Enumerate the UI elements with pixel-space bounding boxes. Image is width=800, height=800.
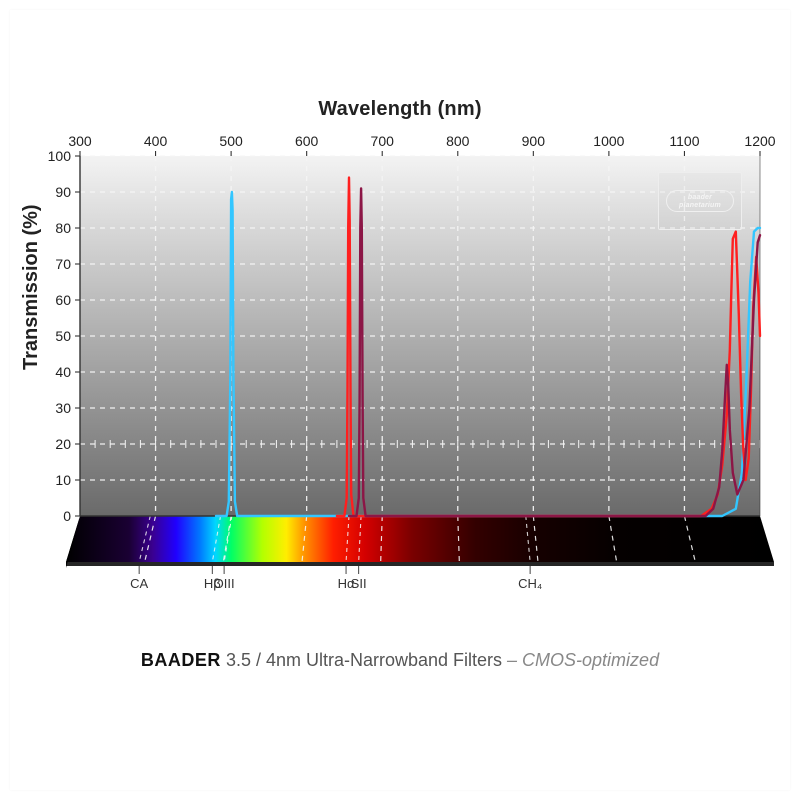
svg-text:90: 90 [55, 184, 71, 200]
svg-text:80: 80 [55, 220, 71, 236]
svg-text:30: 30 [55, 400, 71, 416]
svg-text:20: 20 [55, 436, 71, 452]
svg-text:1100: 1100 [669, 133, 699, 149]
svg-text:10: 10 [55, 472, 71, 488]
figure-caption: BAADER 3.5 / 4nm Ultra-Narrowband Filter… [10, 650, 790, 671]
caption-mid: 3.5 / 4nm Ultra-Narrowband Filters [221, 650, 502, 670]
svg-text:50: 50 [55, 328, 71, 344]
svg-text:400: 400 [144, 133, 168, 149]
card: Wavelength (nm) Transmission (%) CAHβOII… [10, 10, 790, 790]
svg-text:700: 700 [371, 133, 395, 149]
transmission-chart: CAHβOIIIHαSIICH₄010203040506070809010030… [10, 130, 790, 650]
svg-text:60: 60 [55, 292, 71, 308]
chart-area: CAHβOIIIHαSIICH₄010203040506070809010030… [10, 130, 790, 690]
x-axis-title: Wavelength (nm) [10, 98, 790, 121]
svg-text:OIII: OIII [214, 576, 235, 591]
logo-line2: planetarium [679, 202, 721, 210]
svg-text:CH₄: CH₄ [518, 576, 542, 591]
svg-text:40: 40 [55, 364, 71, 380]
svg-text:100: 100 [48, 148, 72, 164]
caption-tail: – CMOS-optimized [502, 650, 659, 670]
svg-text:300: 300 [68, 133, 92, 149]
svg-text:900: 900 [522, 133, 546, 149]
svg-text:600: 600 [295, 133, 319, 149]
logo-line1: baader [688, 194, 712, 202]
svg-text:1000: 1000 [593, 133, 624, 149]
svg-text:500: 500 [219, 133, 243, 149]
page-frame: Wavelength (nm) Transmission (%) CAHβOII… [0, 0, 800, 800]
svg-text:1200: 1200 [744, 133, 775, 149]
svg-text:CA: CA [130, 576, 148, 591]
brand-logo: baaderplanetarium [658, 172, 742, 230]
svg-text:0: 0 [63, 508, 71, 524]
svg-text:800: 800 [446, 133, 470, 149]
caption-brand: BAADER [141, 650, 221, 670]
svg-text:SII: SII [351, 576, 367, 591]
svg-text:70: 70 [55, 256, 71, 272]
